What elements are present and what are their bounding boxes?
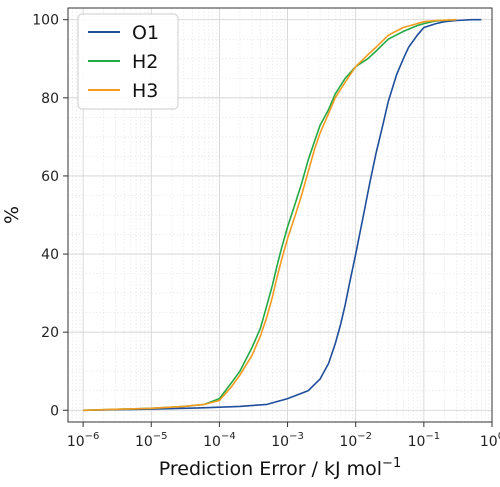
y-axis-ticks: 0 20 40 60 80 100 [32,13,68,419]
plot-area-frame [67,7,493,423]
y-tick-label: 60 [41,169,59,185]
x-tick-label: 10−3 [271,431,304,450]
y-tick-label: 0 [50,403,59,419]
x-axis-label-unit-exponent: −1 [382,456,401,471]
x-tick-label: 10−5 [135,431,168,450]
x-axis-ticks: 10−6 10−5 10−4 10−3 10−2 10−1 100 [67,422,500,450]
y-tick-label: 100 [32,13,59,29]
series-line-h3 [83,18,457,412]
y-tick-label: 20 [41,325,59,341]
series-line-h2 [83,18,457,412]
x-tick-label: 100 [480,431,500,450]
x-tick-label: 10−1 [408,431,441,450]
x-axis-label-text: Prediction Error / kJ mol [159,458,382,480]
x-axis-label: Prediction Error / kJ mol−1 [159,456,401,480]
x-tick-label: 10−4 [203,431,236,450]
y-axis-label: % [1,206,23,224]
legend-label-o1: O1 [132,22,159,44]
legend: O1 H2 H3 [77,13,179,110]
legend-label-h2: H2 [132,51,158,73]
y-tick-label: 40 [41,247,59,263]
legend-label-h3: H3 [132,80,158,102]
x-tick-label: 10−6 [67,431,100,450]
series-line-o1 [83,18,482,412]
legend-box [77,13,179,110]
series-group [83,18,482,412]
y-tick-label: 80 [41,91,59,107]
x-tick-label: 10−2 [339,431,372,450]
